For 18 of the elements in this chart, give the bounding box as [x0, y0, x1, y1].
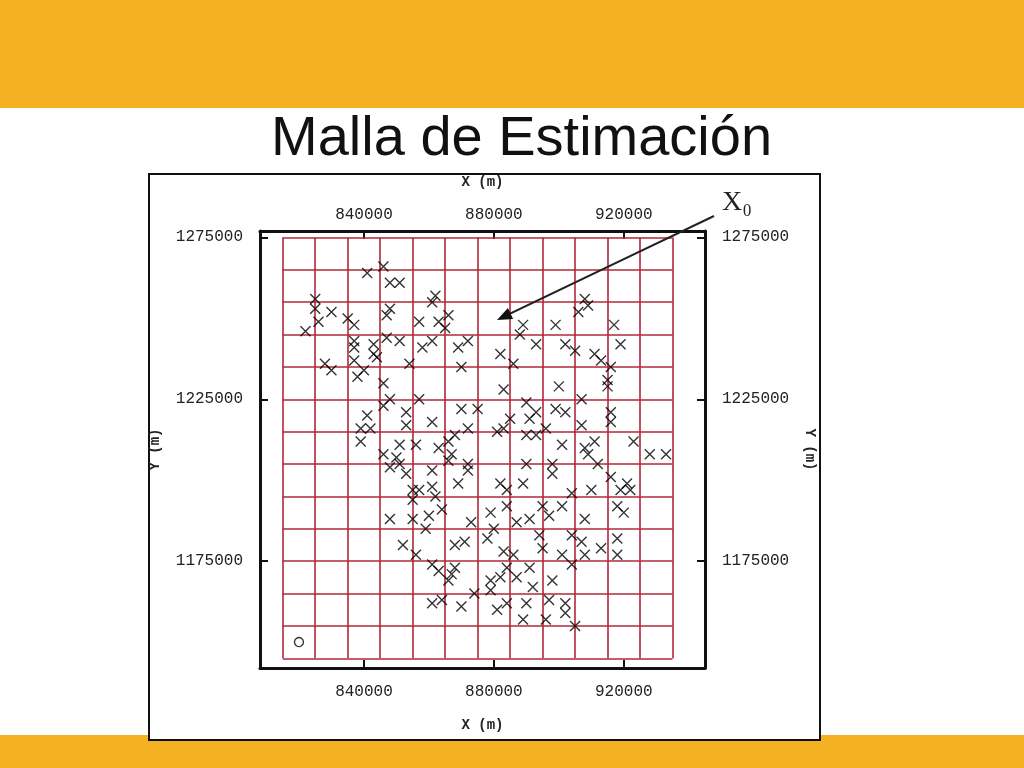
- x-tick-label: 840000: [335, 206, 393, 224]
- y-axis-title: Y (m): [147, 428, 163, 471]
- y-tick-label: 1225000: [175, 390, 243, 409]
- x-axis-title: X (m): [461, 717, 504, 733]
- y2-tick-label: 1275000: [722, 228, 790, 247]
- x2-axis-title: X (m): [461, 174, 504, 190]
- y2-axis-title: Y (m): [802, 428, 818, 471]
- y-tick-label: 1275000: [175, 228, 243, 247]
- x-tick-label: 920000: [594, 206, 653, 224]
- y2-tick-label: 1225000: [722, 390, 790, 409]
- text: X₀: [722, 184, 752, 216]
- x2-tick-label: 880000: [465, 683, 523, 701]
- y2-tick-label: 1175000: [722, 552, 790, 571]
- chart-title: Malla de Estimación: [271, 103, 773, 167]
- x-tick-label: 880000: [465, 206, 523, 224]
- y-tick-label: 1175000: [175, 552, 243, 571]
- x2-tick-label: 840000: [335, 683, 393, 701]
- x2-tick-label: 920000: [594, 683, 653, 701]
